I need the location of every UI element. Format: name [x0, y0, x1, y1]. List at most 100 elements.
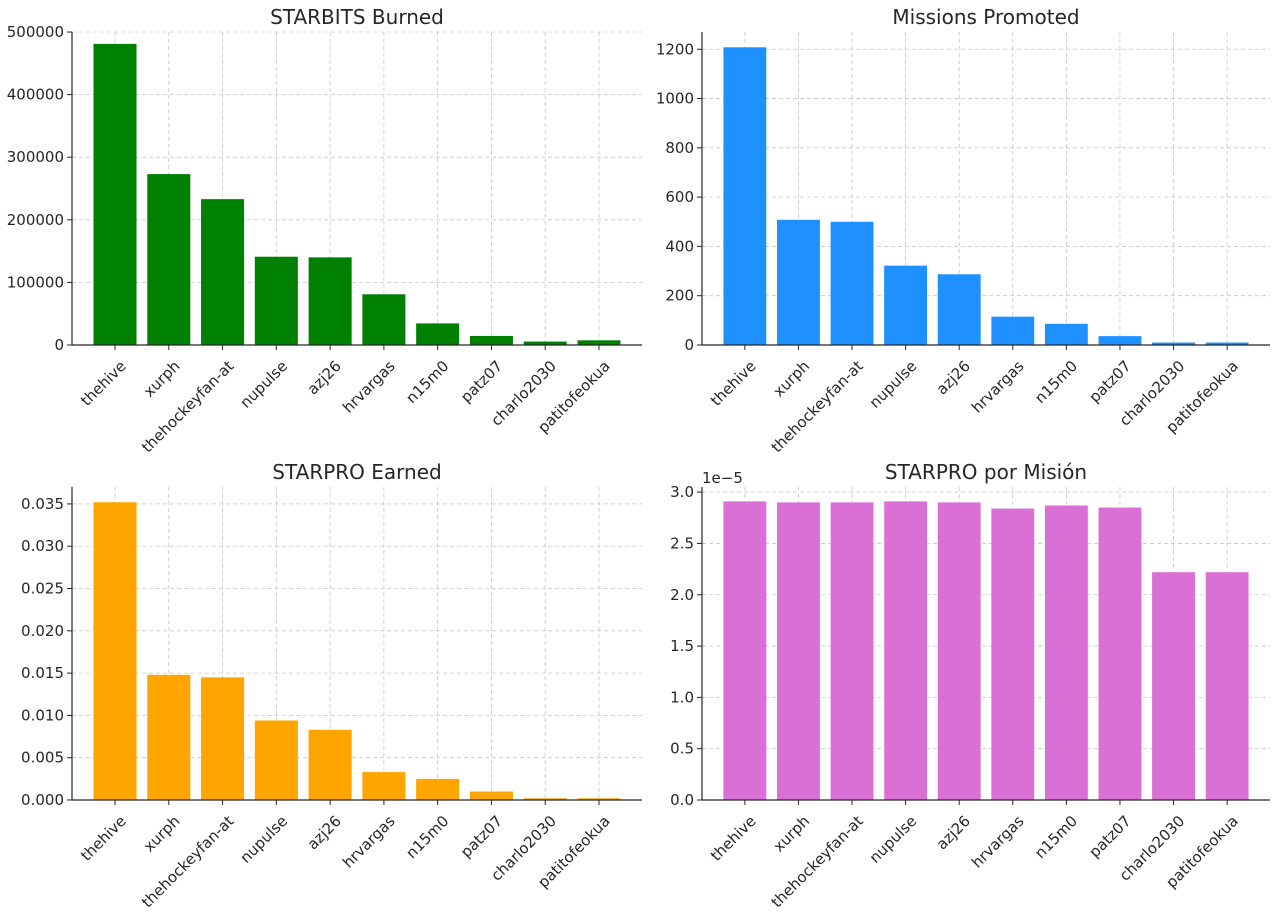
y-tick-label: 800 [665, 139, 694, 157]
y-tick-label: 0.015 [21, 664, 64, 682]
chart-panel-3: STARPRO Earned 0.000 0.005 0.010 0.015 0.020 0… [21, 460, 642, 911]
bar-thehockeyfan-at [201, 199, 245, 345]
bar-patitofeokua [577, 340, 621, 345]
bar-charlo2030 [1152, 342, 1195, 345]
bar-nupulse [884, 501, 928, 800]
chart-panel-4: STARPRO por Misión 0.0 0.5 1.0 1.5 2.0 2.5 3.0 1… [670, 460, 1270, 911]
x-tick-label: thehive [707, 812, 760, 865]
x-tick-label: nupulse [866, 812, 921, 867]
bar-hrvargas [991, 316, 1035, 345]
y-tick-label: 0.000 [21, 791, 64, 809]
bar-azj26 [937, 502, 981, 800]
bar-xurph [777, 219, 820, 345]
y-tick-label: 600 [665, 188, 694, 206]
x-tick-label: n15m0 [1031, 357, 1081, 407]
bar-thehive [93, 502, 137, 800]
x-tick-label: xurph [140, 812, 184, 856]
x-tick-label: azj26 [933, 812, 974, 853]
x-tick-label: patz07 [1086, 357, 1135, 406]
bar-nupulse [254, 720, 298, 800]
bar-n15m0 [1044, 505, 1088, 800]
bar-patz07 [469, 335, 513, 345]
y-tick-label: 0.030 [21, 537, 64, 555]
bar-thehive [723, 47, 767, 346]
bar-thehockeyfan-at [201, 677, 245, 800]
y-tick-label: 1000 [656, 90, 694, 108]
x-tick-label: xurph [770, 812, 814, 856]
y-tick-label: 200000 [7, 211, 64, 229]
bar-patz07 [1098, 507, 1142, 800]
bar-charlo2030 [1152, 572, 1195, 800]
x-tick-label: xurph [770, 357, 814, 401]
x-tick-label: azj26 [933, 357, 974, 398]
y-tick-label: 0.0 [670, 791, 694, 809]
y-tick-label: 0 [54, 336, 64, 354]
x-tick-label: azj26 [304, 812, 345, 853]
y-tick-label: 1200 [656, 40, 694, 58]
bar-charlo2030 [523, 341, 567, 345]
bar-hrvargas [362, 294, 406, 345]
y-tick-label: 1.0 [670, 688, 694, 706]
y-tick-label: 200 [665, 287, 694, 305]
y-tick-label: 0.010 [21, 706, 64, 724]
y-tick-label: 0.025 [21, 580, 64, 598]
y-tick-label: 0.020 [21, 622, 64, 640]
x-tick-label: patz07 [1086, 812, 1135, 861]
y-tick-label: 2.5 [670, 534, 694, 552]
bar-n15m0 [416, 323, 460, 345]
bar-hrvargas [991, 508, 1035, 800]
y-tick-label: 100000 [7, 273, 64, 291]
bar-patitofeokua [577, 798, 621, 800]
y-tick-label: 0.5 [670, 740, 694, 758]
bar-patitofeokua [1205, 342, 1249, 345]
x-tick-label: n15m0 [1031, 812, 1081, 862]
x-tick-label: hrvargas [968, 812, 1028, 872]
y-tick-label: 3.0 [670, 483, 694, 501]
bar-xurph [777, 502, 820, 800]
y-tick-label: 0.005 [21, 749, 64, 767]
bar-thehive [723, 501, 767, 800]
bar-n15m0 [416, 778, 460, 800]
x-tick-label: nupulse [236, 812, 291, 867]
bar-azj26 [937, 274, 981, 345]
bar-azj26 [308, 257, 352, 345]
bar-nupulse [254, 256, 298, 345]
bar-thehockeyfan-at [830, 502, 874, 800]
x-tick-label: azj26 [304, 357, 345, 398]
x-tick-label: n15m0 [402, 357, 452, 407]
bar-charlo2030 [523, 798, 567, 800]
bar-n15m0 [1044, 323, 1088, 345]
bar-hrvargas [362, 772, 406, 800]
y-tick-label: 0.035 [21, 495, 64, 513]
bar-xurph [147, 174, 191, 345]
x-tick-label: thehive [77, 812, 130, 865]
x-tick-label: hrvargas [339, 357, 399, 417]
chart-title: STARBITS Burned [270, 5, 444, 29]
y-tick-label: 500000 [7, 23, 64, 41]
x-tick-label: patz07 [457, 357, 506, 406]
bar-patz07 [1098, 336, 1142, 345]
bar-thehockeyfan-at [830, 221, 874, 345]
chart-panel-1: STARBITS Burned 0 100000 200000 300000 400000… [7, 5, 642, 456]
x-tick-label: thehive [707, 357, 760, 410]
x-tick-label: hrvargas [968, 357, 1028, 417]
chart-title: STARPRO Earned [272, 460, 441, 484]
x-tick-label: thehockeyfan-at [768, 357, 867, 456]
x-tick-label: thehockeyfan-at [138, 812, 237, 911]
x-tick-label: nupulse [866, 357, 921, 412]
y-tick-label: 2.0 [670, 586, 694, 604]
bar-xurph [147, 674, 191, 800]
x-tick-label: thehive [77, 357, 130, 410]
x-tick-label: n15m0 [402, 812, 452, 862]
x-tick-label: nupulse [236, 357, 291, 412]
y-tick-label: 300000 [7, 148, 64, 166]
x-tick-label: thehockeyfan-at [768, 812, 867, 911]
y-tick-label: 400 [665, 237, 694, 255]
x-tick-label: patz07 [457, 812, 506, 861]
bar-azj26 [308, 729, 352, 800]
x-tick-label: xurph [140, 357, 184, 401]
chart-title: STARPRO por Misión [885, 460, 1087, 484]
bar-thehive [93, 43, 137, 345]
chart-panel-2: Missions Promoted 0 200 400 600 800 1000 1200 th… [656, 5, 1270, 456]
